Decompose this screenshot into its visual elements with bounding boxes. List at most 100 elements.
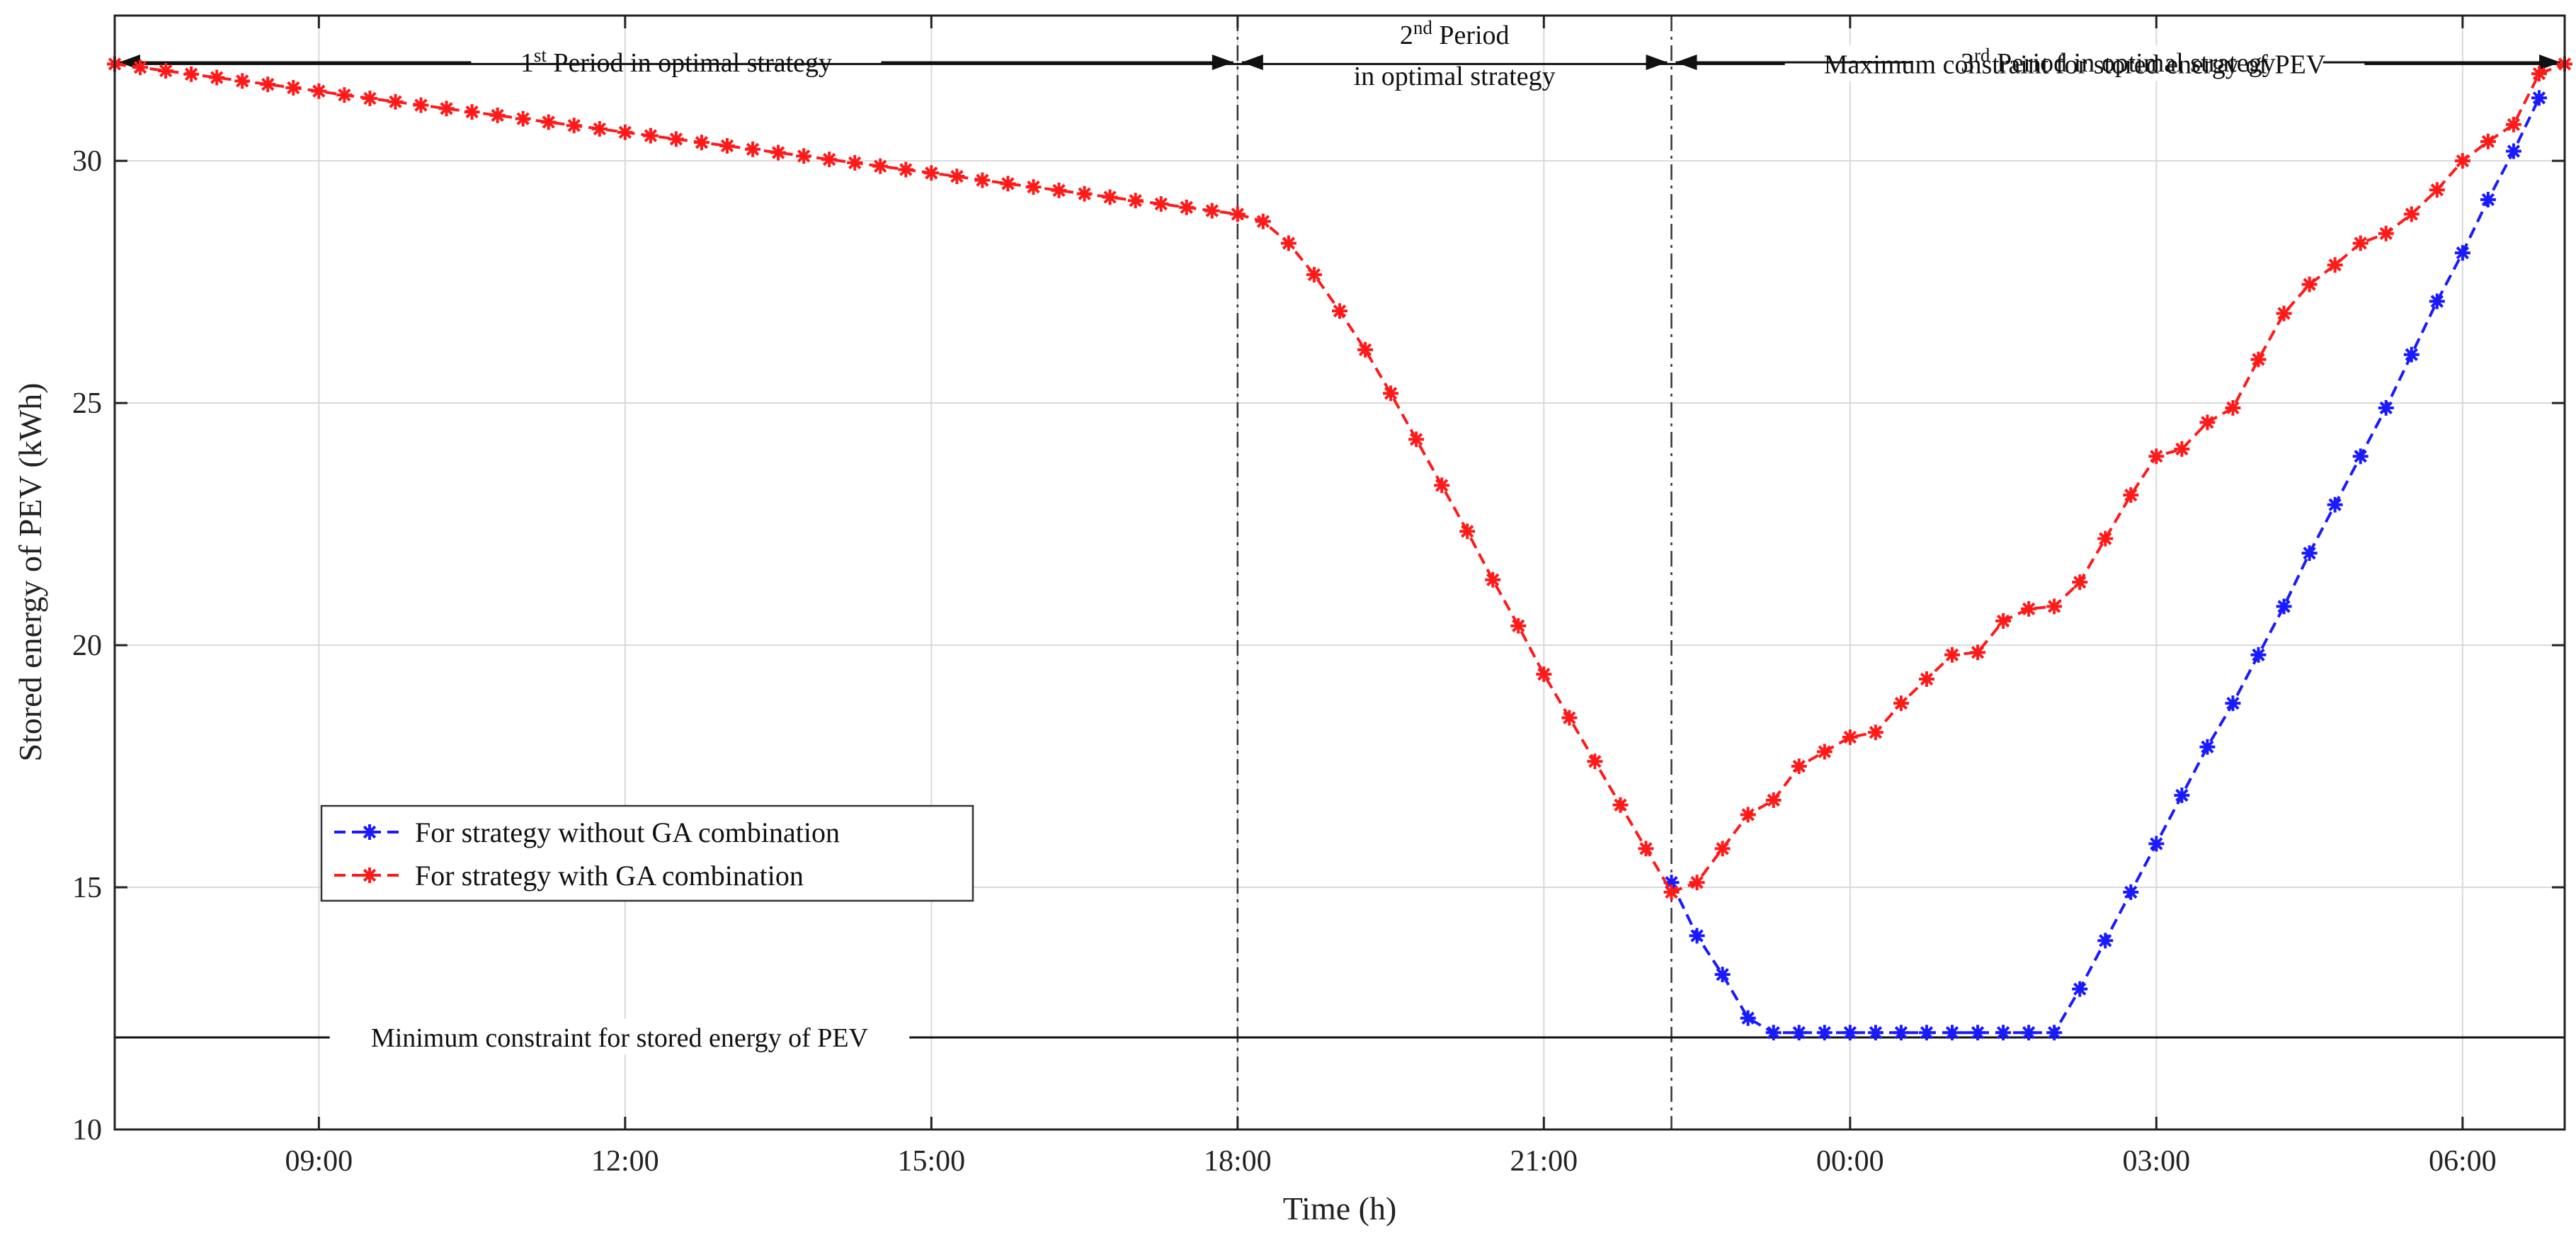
data-point: [2174, 787, 2190, 804]
data-point: [1204, 203, 1220, 219]
period-label-1: 1st Period in optimal strategy: [520, 45, 832, 78]
data-point: [1561, 710, 1578, 726]
data-point: [311, 83, 327, 99]
data-point: [2097, 530, 2114, 547]
data-point: [745, 141, 761, 157]
series-layer: [107, 56, 2572, 1041]
data-point: [1000, 176, 1016, 192]
axis-ticks: 10 15 20 25 30 09:00 12:00 15:00 18:00 21:00 00:00…: [72, 16, 2565, 1178]
legend-label: For strategy with GA combination: [415, 860, 804, 892]
data-point: [2429, 182, 2445, 198]
data-point: [1714, 967, 1731, 983]
data-point: [2454, 153, 2470, 169]
data-point: [2097, 933, 2114, 949]
data-point: [1408, 431, 1425, 448]
data-point: [183, 66, 200, 82]
data-point: [438, 101, 455, 117]
data-point: [1689, 875, 1705, 891]
data-point: [1791, 1025, 1807, 1041]
data-point: [770, 144, 787, 161]
data-point: [540, 114, 557, 130]
period-arrowhead-left: [1241, 55, 1263, 70]
data-point: [1867, 1025, 1883, 1041]
data-point: [2327, 496, 2343, 513]
x-tick-label: 21:00: [1510, 1145, 1578, 1178]
data-point: [362, 90, 378, 106]
legend: For strategy without GA combination For s…: [320, 804, 974, 902]
data-point: [1893, 695, 1909, 712]
data-point: [1893, 1025, 1909, 1041]
data-point: [336, 87, 353, 103]
data-point: [898, 161, 914, 178]
data-point: [642, 127, 659, 144]
data-point: [2531, 66, 2547, 82]
data-point: [2403, 346, 2420, 363]
data-point: [668, 131, 684, 147]
legend-label: For strategy without GA combination: [415, 816, 840, 848]
data-point: [1434, 477, 1450, 494]
data-point: [1765, 792, 1782, 808]
data-point: [1995, 1025, 2012, 1041]
data-point: [1612, 797, 1629, 813]
data-point: [1740, 1010, 1756, 1026]
data-point: [1867, 724, 1883, 741]
data-point: [2403, 206, 2420, 222]
data-point: [1332, 303, 1347, 319]
data-point: [2072, 574, 2088, 591]
data-point: [2327, 257, 2343, 273]
data-point: [2429, 293, 2445, 309]
x-tick-label: 15:00: [897, 1145, 965, 1178]
data-point: [2046, 598, 2063, 615]
data-point: [2378, 399, 2394, 416]
period-label-2-line2: in optimal strategy: [1354, 62, 1556, 91]
period-arrowhead-right: [1646, 55, 1668, 70]
period-label-2: 2nd Period: [1400, 17, 1510, 50]
data-point: [1970, 1025, 1986, 1041]
data-point: [1076, 186, 1093, 202]
data-point: [1153, 196, 1169, 212]
data-point: [234, 73, 251, 89]
data-point: [974, 172, 991, 188]
data-point: [2378, 225, 2394, 241]
data-point: [285, 79, 302, 96]
data-point: [1638, 841, 1654, 857]
y-tick-label: 20: [72, 630, 102, 662]
x-tick-label: 00:00: [1816, 1145, 1884, 1178]
y-tick-label: 15: [72, 872, 102, 904]
constraint-lines: Maximum constraint for stored energy of …: [115, 45, 2565, 1055]
data-point: [872, 158, 889, 174]
data-point: [2046, 1025, 2063, 1041]
data-point: [2123, 884, 2139, 900]
period-arrowhead-right: [1212, 55, 1233, 70]
data-point: [1791, 758, 1807, 775]
data-point: [2505, 116, 2521, 132]
data-point: [1918, 1025, 1934, 1041]
data-point: [566, 118, 582, 134]
data-point: [1306, 266, 1322, 283]
data-point: [1510, 618, 1527, 634]
data-point: [158, 62, 174, 79]
data-point: [1178, 199, 1195, 215]
data-point: [2480, 133, 2496, 149]
data-point: [2225, 695, 2241, 712]
data-point: [693, 135, 709, 151]
data-point: [464, 104, 480, 120]
period-annotations: 1st Period in optimal strategy 2nd Period…: [119, 17, 2560, 91]
legend-item: For strategy with GA combination: [334, 860, 804, 892]
data-point: [2072, 981, 2088, 997]
data-point: [2505, 143, 2521, 159]
data-point: [2352, 448, 2369, 465]
period-arrowhead-right: [2539, 55, 2560, 70]
data-point: [1280, 235, 1296, 251]
data-point: [2199, 739, 2216, 755]
data-point: [1357, 341, 1374, 358]
data-point: [2531, 90, 2547, 106]
data-point: [2021, 1025, 2037, 1041]
data-point: [949, 169, 965, 185]
period-arrowhead-left: [1675, 55, 1697, 70]
constraint-label-min: Minimum constraint for stored energy of …: [371, 1023, 869, 1053]
series-1: [1663, 90, 2547, 1041]
plot-frame: [113, 14, 2566, 1131]
x-tick-label: 18:00: [1204, 1145, 1272, 1178]
data-point: [1663, 884, 1680, 900]
